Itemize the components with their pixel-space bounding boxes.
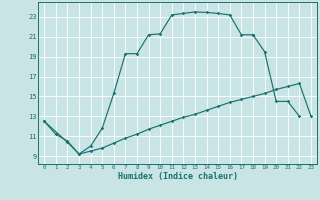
X-axis label: Humidex (Indice chaleur): Humidex (Indice chaleur) bbox=[118, 172, 238, 181]
